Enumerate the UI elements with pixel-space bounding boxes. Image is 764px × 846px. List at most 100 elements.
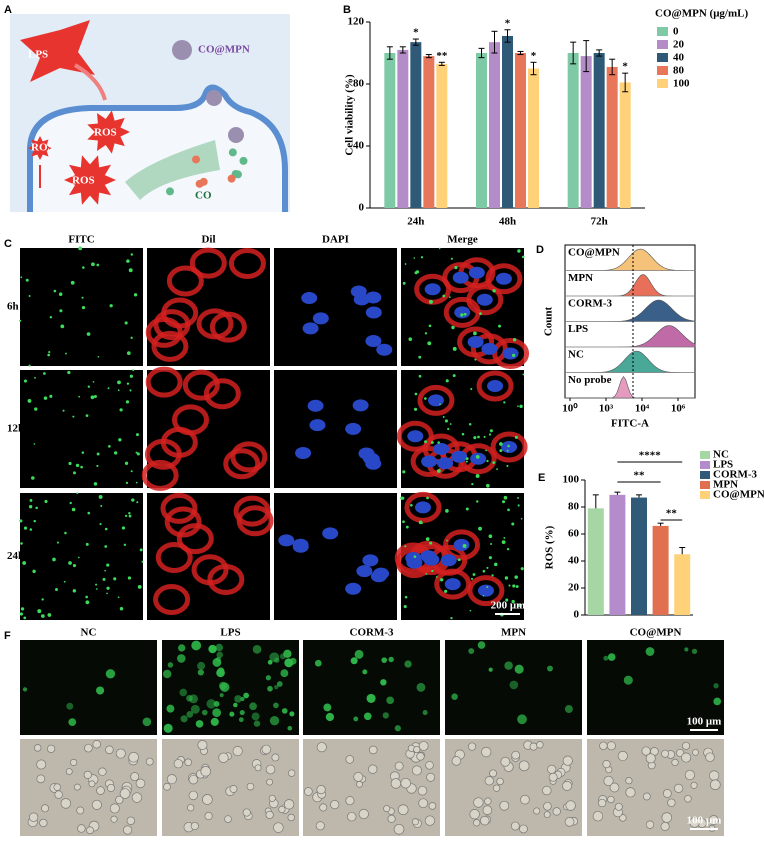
nucleus (453, 538, 470, 551)
fitc-dot (34, 407, 38, 411)
fitc-dot (486, 586, 489, 589)
brightfield-cell (266, 778, 274, 786)
panel-letter: C (4, 238, 12, 250)
fitc-dot (517, 249, 521, 253)
brightfield-cell (106, 783, 115, 792)
co-molecule (166, 187, 175, 196)
fluorescent-cell (283, 649, 292, 658)
fitc-dot (27, 398, 32, 403)
micrograph (20, 370, 143, 488)
fitc-dot (514, 435, 518, 439)
fitc-dot (461, 432, 465, 436)
brightfield-cell (552, 807, 561, 816)
fitc-dot (124, 321, 128, 325)
fitc-dot (424, 440, 428, 444)
brightfield-cell (229, 785, 238, 793)
brightfield-cell (166, 774, 177, 785)
fluorescent-cell (281, 708, 288, 714)
fitc-dot (436, 469, 441, 473)
brightfield-cell (128, 751, 139, 763)
brightfield-cell (232, 746, 243, 757)
y-tick-label: 40 (568, 555, 580, 567)
nucleus (481, 342, 498, 355)
y-axis-label: Cell viability (%) (344, 74, 356, 156)
fluorescent-cell (167, 662, 174, 668)
brightfield-cell (592, 810, 604, 822)
brightfield-cell (393, 823, 405, 835)
fitc-dot (128, 512, 131, 515)
brightfield-cell (200, 766, 212, 777)
fitc-dot (135, 433, 139, 437)
fluorescent-cell (382, 712, 389, 719)
fluorescent-cell (206, 699, 217, 709)
fluorescent-cell (252, 644, 262, 654)
fitc-dot (517, 504, 520, 507)
brightfield-cell (606, 741, 616, 751)
fitc-dot (463, 312, 467, 316)
bar (631, 497, 647, 615)
membrane-stain (166, 265, 204, 297)
fitc-dot (482, 569, 486, 573)
membrane-stain (207, 563, 245, 595)
fitc-dot (472, 573, 476, 576)
fitc-dot (96, 464, 99, 468)
nucleus (451, 450, 468, 463)
fitc-dot (19, 612, 23, 616)
nucleus (407, 430, 424, 443)
particle (172, 40, 192, 60)
fitc-dot (87, 511, 91, 515)
bar (528, 68, 539, 208)
legend-label: LPS (713, 459, 733, 471)
brightfield-cell (473, 797, 484, 808)
row-label: 6h (7, 301, 19, 313)
fitc-dot (100, 504, 103, 507)
fitc-dot (91, 262, 95, 267)
fitc-dot (404, 263, 407, 265)
brightfield-cell (482, 805, 493, 815)
fluorescent-cell (197, 661, 206, 670)
fitc-dot (519, 404, 523, 409)
fitc-dot (402, 520, 405, 524)
fitc-dot (502, 500, 506, 504)
brightfield-cell (484, 776, 494, 786)
fluorescent-cell (422, 710, 428, 716)
fitc-dot (514, 575, 518, 579)
membrane-stain (396, 420, 434, 452)
fluorescent-cell (265, 675, 271, 681)
nucleus (365, 291, 382, 304)
y-tick-label: 80 (353, 78, 365, 90)
fluorescent-cell (218, 681, 227, 690)
brightfield-cell (119, 788, 131, 799)
fluorescent-cell (394, 725, 401, 732)
fitc-dot (428, 299, 433, 304)
brightfield-cell (330, 800, 340, 810)
fitc-dot (454, 266, 458, 270)
brightfield-cell (682, 741, 691, 750)
fitc-dot (408, 337, 413, 341)
fitc-dot (49, 316, 53, 319)
fitc-dot (452, 374, 456, 378)
fitc-dot (518, 603, 522, 608)
fluorescent-cell (274, 684, 279, 690)
fitc-dot (478, 526, 482, 531)
brightfield-cell (681, 752, 692, 763)
fitc-dot (413, 407, 418, 411)
brightfield-cell (246, 782, 255, 791)
fluorescent-cell (243, 692, 250, 699)
brightfield-cell (53, 783, 61, 791)
fitc-dot (438, 247, 441, 250)
brightfield-cell (689, 817, 700, 828)
membrane-stain (230, 441, 268, 473)
material-label: CO@MPN (198, 44, 250, 56)
brightfield-cell (105, 745, 114, 755)
fitc-dot (106, 563, 110, 567)
legend-swatch (700, 461, 710, 469)
brightfield-cell (319, 803, 328, 812)
column-label: Dil (201, 234, 215, 246)
fitc-dot (447, 427, 450, 431)
fitc-dot (87, 385, 90, 388)
bar (567, 53, 579, 208)
significance-label: * (505, 17, 511, 29)
brightfield-cell (510, 821, 520, 831)
fluorescent-cell (142, 717, 152, 727)
